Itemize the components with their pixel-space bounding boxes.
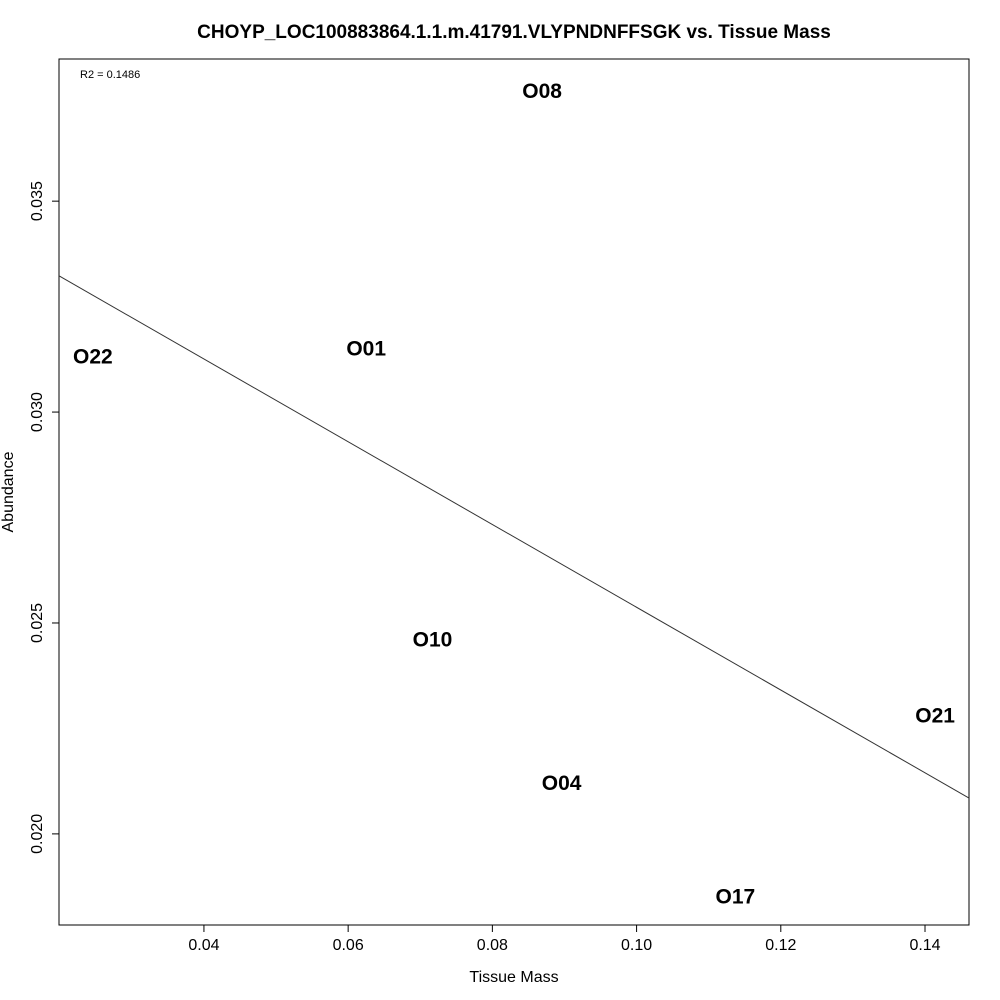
x-tick-label: 0.12 (765, 937, 796, 954)
y-tick-label: 0.025 (29, 603, 46, 643)
point-label-o04: O04 (542, 772, 582, 795)
chart-title: CHOYP_LOC100883864.1.1.m.41791.VLYPNDNFF… (197, 22, 831, 43)
r2-annotation: R2 = 0.1486 (80, 69, 140, 81)
y-axis: 0.020 0.025 0.030 0.035 (29, 181, 59, 854)
x-axis: 0.04 0.06 0.08 0.10 0.12 0.14 (188, 925, 941, 954)
plot-frame (58, 58, 970, 926)
y-tick-label: 0.020 (29, 814, 46, 854)
point-label-o01: O01 (346, 337, 386, 360)
point-label-o10: O10 (413, 628, 453, 651)
x-tick-label: 0.10 (621, 937, 652, 954)
x-axis-label: Tissue Mass (469, 969, 558, 986)
x-tick-label: 0.14 (909, 937, 940, 954)
point-label-o17: O17 (716, 886, 756, 909)
point-label-o21: O21 (915, 704, 955, 727)
regression-line (58, 275, 970, 799)
point-label-o08: O08 (522, 80, 562, 103)
point-label-o22: O22 (73, 346, 113, 369)
point-labels: O22 O01 O08 O10 O04 O17 O21 (73, 80, 955, 909)
y-tick-label: 0.030 (29, 392, 46, 432)
y-axis-label: Abundance (0, 451, 17, 532)
x-tick-label: 0.06 (333, 937, 364, 954)
x-tick-label: 0.04 (188, 937, 219, 954)
y-tick-label: 0.035 (29, 181, 46, 221)
x-tick-label: 0.08 (477, 937, 508, 954)
